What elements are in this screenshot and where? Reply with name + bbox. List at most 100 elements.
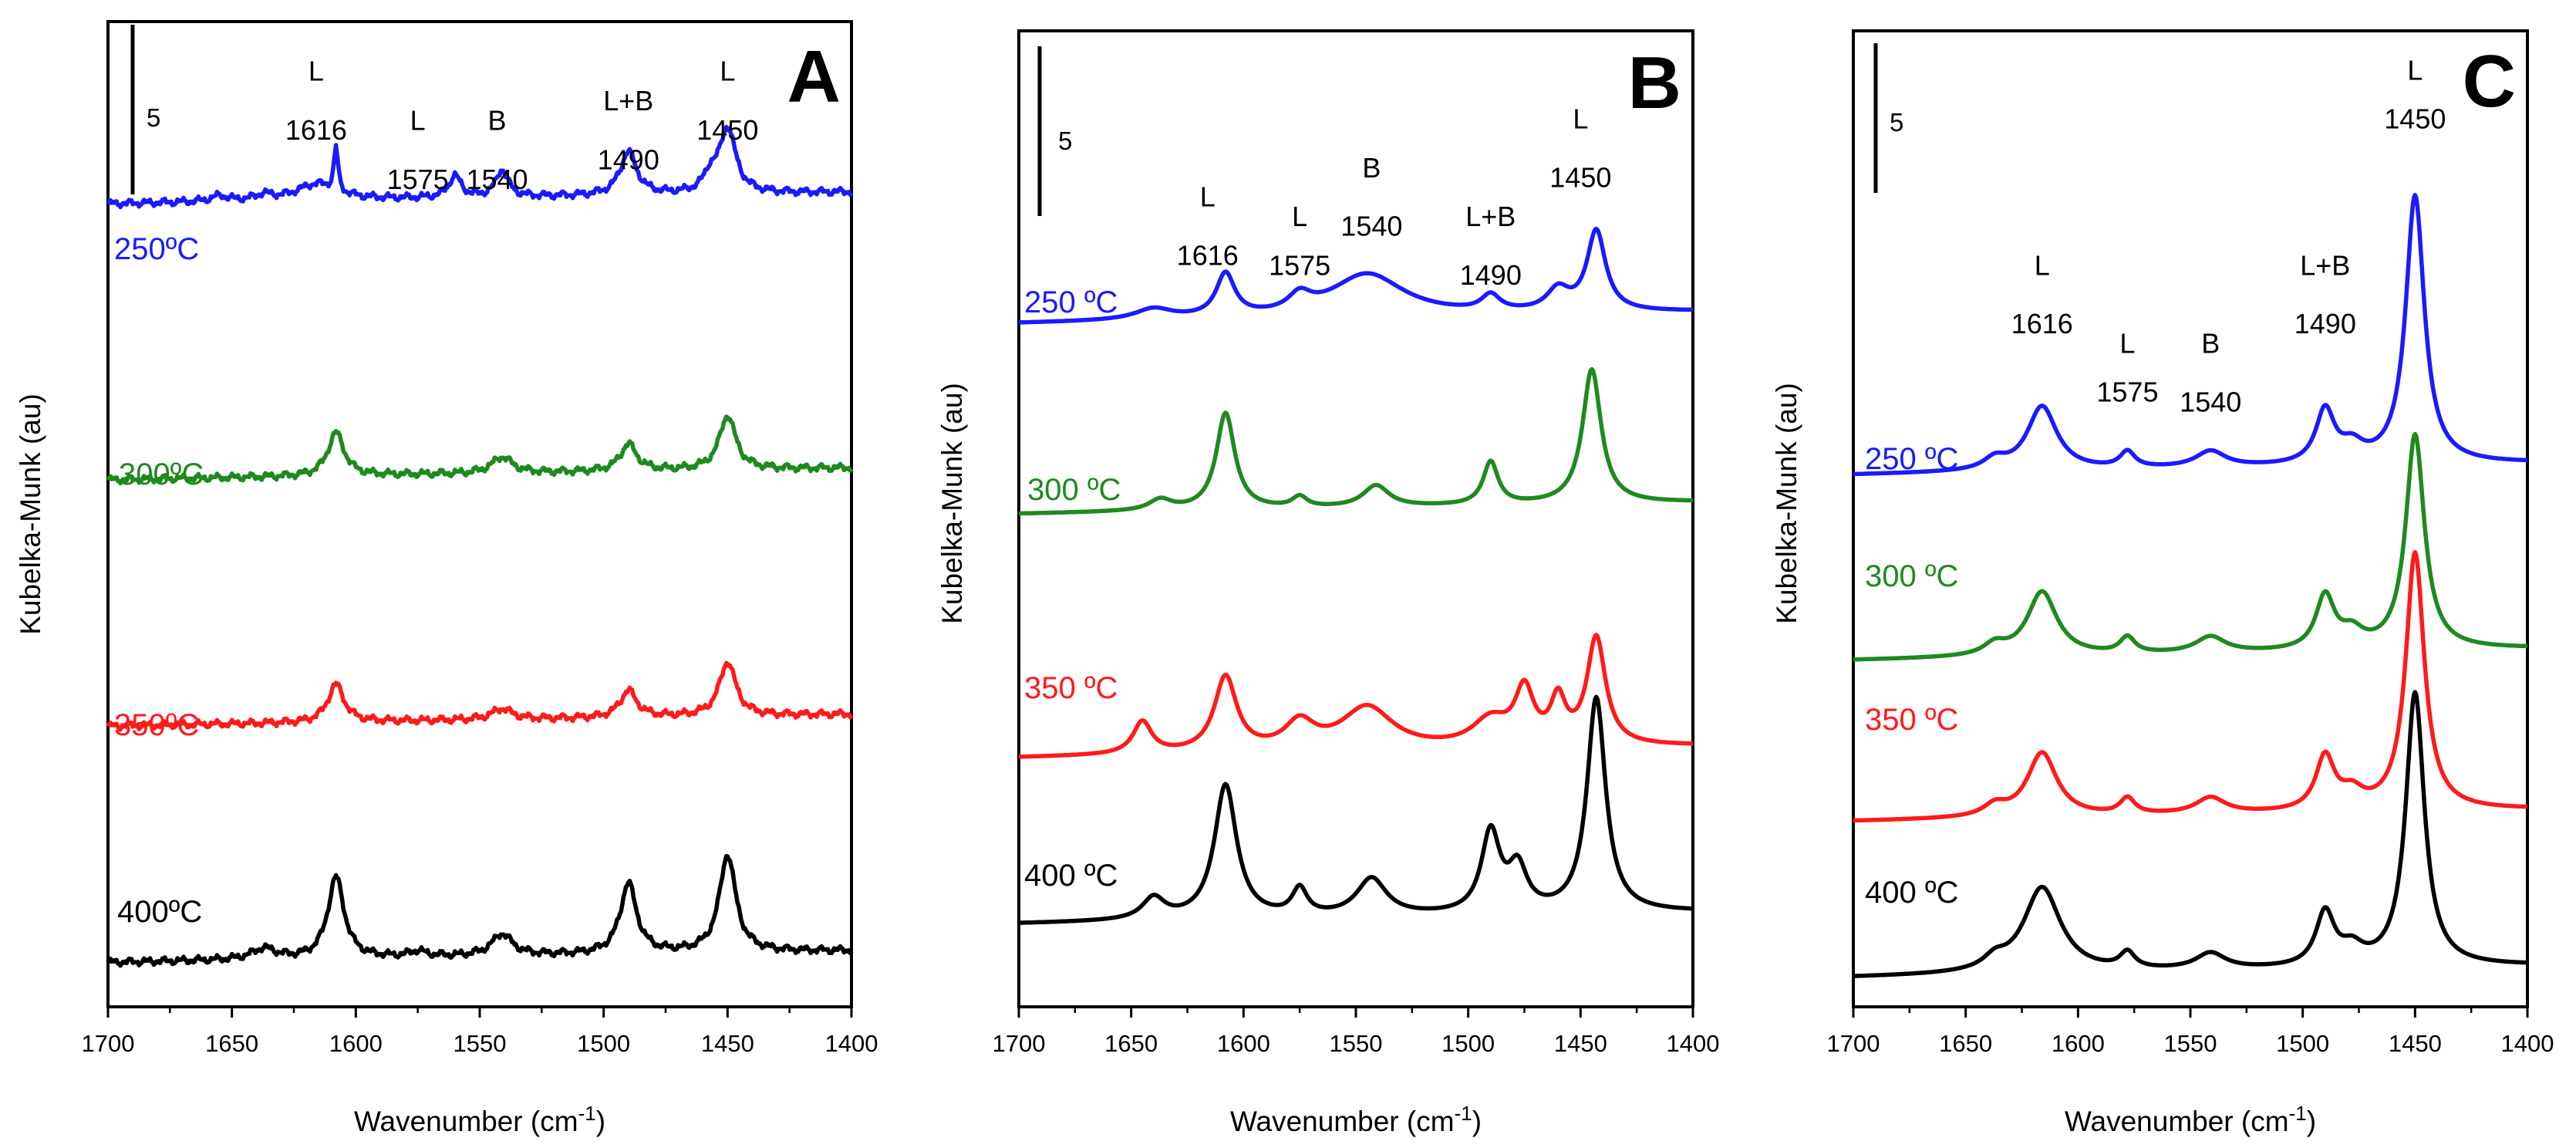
x-axis-title-end: ) xyxy=(1472,1106,1482,1137)
peak-annotation: L+B xyxy=(2300,249,2350,281)
scale-bar-label: 5 xyxy=(1058,127,1072,155)
panel-c: 1700 1650 1600 1550 1500 1450 1400 Wavenumber (… xyxy=(1771,29,2554,1137)
series-label-350: 350ºC xyxy=(114,708,199,742)
peak-annotation: 1616 xyxy=(1177,240,1239,272)
x-tick-label: 1550 xyxy=(2164,1030,2217,1057)
x-tick-label: 1450 xyxy=(2389,1030,2442,1057)
x-tick-label: 1400 xyxy=(1667,1030,1720,1057)
peak-annotation: 1490 xyxy=(598,144,659,176)
peak-annotation: 1540 xyxy=(2180,386,2241,417)
series-label-300: 300 ºC xyxy=(1865,559,1958,593)
peak-annotation: L xyxy=(1573,103,1588,135)
x-tick-label: 1550 xyxy=(453,1030,507,1057)
peak-annotation: L xyxy=(1292,201,1307,232)
x-tick-label: 1500 xyxy=(577,1030,630,1057)
peak-annotation: L xyxy=(2035,249,2050,281)
series-label-250: 250ºC xyxy=(114,232,199,266)
series-label-400: 400 ºC xyxy=(1024,859,1118,893)
peak-annotation: L xyxy=(720,56,735,87)
x-axis-title-sup: -1 xyxy=(1455,1102,1472,1125)
x-axis-title-main: Wavenumber (cm xyxy=(354,1106,578,1137)
scale-bar-label: 5 xyxy=(147,103,160,132)
x-tick-label: 1550 xyxy=(1330,1030,1383,1057)
x-tick-label: 1700 xyxy=(82,1030,135,1057)
x-axis-title-sup: -1 xyxy=(2289,1102,2307,1125)
series-line-400 xyxy=(1852,690,2529,978)
panel-b: 1700 1650 1600 1550 1500 1450 1400 Wavenumber (… xyxy=(936,29,1720,1137)
peak-annotation: 1575 xyxy=(387,164,449,195)
series-line-250 xyxy=(106,124,854,210)
peak-annotation: 1450 xyxy=(1549,161,1611,193)
x-tick-label: 1450 xyxy=(701,1030,754,1057)
series-line-250 xyxy=(1017,226,1694,325)
peak-annotation: 1540 xyxy=(1340,211,1402,242)
peak-annotation: L xyxy=(309,56,324,87)
x-tick-label: 1500 xyxy=(1441,1030,1495,1057)
series-label-350: 350 ºC xyxy=(1865,703,1958,737)
peak-annotation: B xyxy=(1362,152,1381,184)
x-tick-label: 1500 xyxy=(2276,1030,2329,1057)
x-tick-label: 1650 xyxy=(205,1030,258,1057)
series-line-400 xyxy=(1017,694,1694,925)
panel-a: 1700 1650 1600 1550 1500 1450 1400 Wavenumber (… xyxy=(15,20,878,1137)
x-tick-label: 1700 xyxy=(993,1030,1046,1057)
series-line-400 xyxy=(106,853,854,968)
x-axis-title-end: ) xyxy=(2307,1106,2316,1137)
x-tick-label: 1600 xyxy=(2052,1030,2105,1057)
peak-annotation: 1540 xyxy=(466,164,528,195)
x-tick-label: 1450 xyxy=(1554,1030,1607,1057)
series-line-250 xyxy=(1852,192,2529,477)
peak-annotation: L+B xyxy=(1465,201,1516,232)
scale-bar-label: 5 xyxy=(1890,108,1903,137)
plot-frame xyxy=(1852,29,2529,1008)
peak-annotation: L xyxy=(1200,181,1216,213)
peak-annotation: L xyxy=(410,104,426,136)
x-axis-title: Wavenumber (cm-1) xyxy=(2065,1102,2316,1137)
panel-letter: A xyxy=(787,35,841,118)
peak-annotation: 1450 xyxy=(696,114,758,146)
x-tick-label: 1650 xyxy=(1104,1030,1158,1057)
x-tick-label: 1650 xyxy=(1939,1030,1992,1057)
x-tick-label: 1400 xyxy=(825,1030,878,1057)
series-line-350 xyxy=(1852,549,2529,823)
peak-annotation: B xyxy=(487,104,506,136)
series-label-400: 400ºC xyxy=(117,895,202,929)
y-axis-title: Kubelka-Munk (au) xyxy=(1771,383,1802,624)
series-label-250: 250 ºC xyxy=(1024,285,1118,319)
panel-letter: C xyxy=(2463,40,2516,123)
x-axis-title-main: Wavenumber (cm xyxy=(2065,1106,2289,1137)
series-line-300 xyxy=(1852,431,2529,662)
peak-annotation: 1490 xyxy=(2294,308,2356,339)
x-axis-title-end: ) xyxy=(596,1106,605,1137)
peak-annotation: 1616 xyxy=(285,114,347,146)
x-axis-title-main: Wavenumber (cm xyxy=(1230,1106,1455,1137)
x-axis-title: Wavenumber (cm-1) xyxy=(1230,1102,1482,1137)
x-axis-title-sup: -1 xyxy=(578,1102,596,1125)
x-tick-label: 1600 xyxy=(1217,1030,1270,1057)
x-tick-label: 1700 xyxy=(1827,1030,1880,1057)
y-axis-title: Kubelka-Munk (au) xyxy=(936,383,968,624)
series-line-300 xyxy=(1017,366,1694,516)
x-axis-title: Wavenumber (cm-1) xyxy=(354,1102,605,1137)
panel-letter: B xyxy=(1628,42,1681,124)
peak-annotation: L xyxy=(2119,327,2135,359)
series-label-400: 400 ºC xyxy=(1865,876,1958,910)
peak-annotation: B xyxy=(2201,327,2220,359)
series-label-300: 300ºC xyxy=(119,458,204,491)
x-tick-label: 1400 xyxy=(2501,1030,2554,1057)
series-label-250: 250 ºC xyxy=(1865,442,1958,476)
series-line-350 xyxy=(106,660,854,732)
peak-annotation: L+B xyxy=(603,85,653,116)
peak-annotation: 1616 xyxy=(2011,308,2073,339)
peak-annotation: 1490 xyxy=(1460,259,1522,291)
y-axis-title: Kubelka-Munk (au) xyxy=(15,393,46,635)
series-label-300: 300 ºC xyxy=(1027,473,1121,507)
peak-annotation: 1575 xyxy=(1269,249,1330,281)
series-line-300 xyxy=(106,414,854,486)
peak-annotation: 1450 xyxy=(2384,103,2446,135)
x-tick-label: 1600 xyxy=(329,1030,383,1057)
series-label-350: 350 ºC xyxy=(1024,671,1118,705)
peak-annotation: 1575 xyxy=(2096,376,2158,408)
peak-annotation: L xyxy=(2407,54,2423,86)
